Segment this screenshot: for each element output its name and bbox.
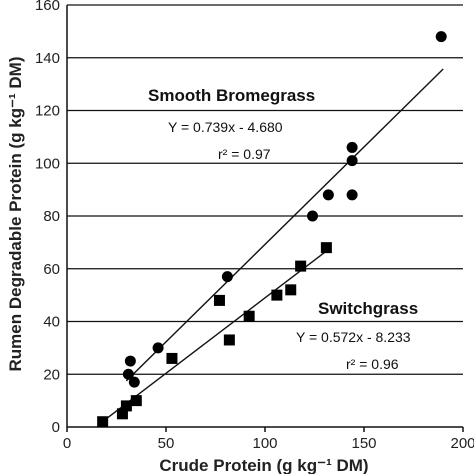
point-switchgrass-4 [166,352,178,364]
point-smooth-bromegrass-5 [307,210,319,222]
data-points [97,31,447,428]
point-smooth-bromegrass-10 [435,31,447,43]
y-tick-label-160: 160 [35,0,60,14]
y-tick-label-140: 140 [35,50,60,67]
x-axis-label: Crude Protein (g kg⁻¹ DM) [159,456,368,474]
series-label-switchgrass: Switchgrass [318,299,418,318]
y-tick-label-0: 0 [52,419,60,436]
gridlines [66,4,464,432]
x-tick-label-50: 50 [158,435,175,452]
x-tick-label-0: 0 [63,435,71,452]
point-smooth-bromegrass-6 [322,189,334,201]
point-switchgrass-0 [97,416,109,428]
point-smooth-bromegrass-4 [221,271,233,283]
point-smooth-bromegrass-8 [346,155,358,167]
y-tick-label-20: 20 [43,366,60,383]
y-axis-label: Rumen Degradable Protein (g kg⁻¹ DM) [6,57,25,372]
point-switchgrass-9 [285,284,297,296]
point-smooth-bromegrass-7 [346,189,358,201]
y-tick-label-40: 40 [43,314,60,331]
fit-lines [102,68,444,423]
point-smooth-bromegrass-2 [128,376,140,388]
point-smooth-bromegrass-0 [124,355,136,367]
x-tick-label-200: 200 [450,435,474,452]
r2-switchgrass: r² = 0.96 [346,356,399,372]
point-switchgrass-11 [320,242,332,254]
x-tick-label-100: 100 [252,435,277,452]
tick-labels: 0 20 40 60 80 100 120 140 160 0 50 100 150 200 [35,0,474,452]
point-switchgrass-7 [243,310,255,322]
y-tick-label-60: 60 [43,261,60,278]
y-tick-label-80: 80 [43,208,60,225]
point-smooth-bromegrass-1 [122,368,134,380]
point-switchgrass-5 [213,294,225,306]
fit-line-smooth-bromegrass [125,68,444,382]
point-switchgrass-3 [130,395,142,407]
point-switchgrass-1 [116,408,128,420]
r2-smooth-bromegrass: r² = 0.97 [218,146,271,162]
equation-switchgrass: Y = 0.572x - 8.233 [296,329,411,345]
point-switchgrass-2 [120,400,132,412]
point-switchgrass-10 [295,260,307,272]
equation-smooth-bromegrass: Y = 0.739x - 4.680 [168,119,283,135]
point-smooth-bromegrass-9 [346,141,358,153]
series-label-smooth-bromegrass: Smooth Bromegrass [148,86,315,105]
point-switchgrass-6 [223,334,235,346]
point-smooth-bromegrass-3 [152,342,164,354]
y-tick-label-120: 120 [35,103,60,120]
x-tick-label-150: 150 [351,435,376,452]
fit-line-switchgrass [102,249,329,423]
y-tick-label-100: 100 [35,155,60,172]
point-switchgrass-8 [271,289,283,301]
